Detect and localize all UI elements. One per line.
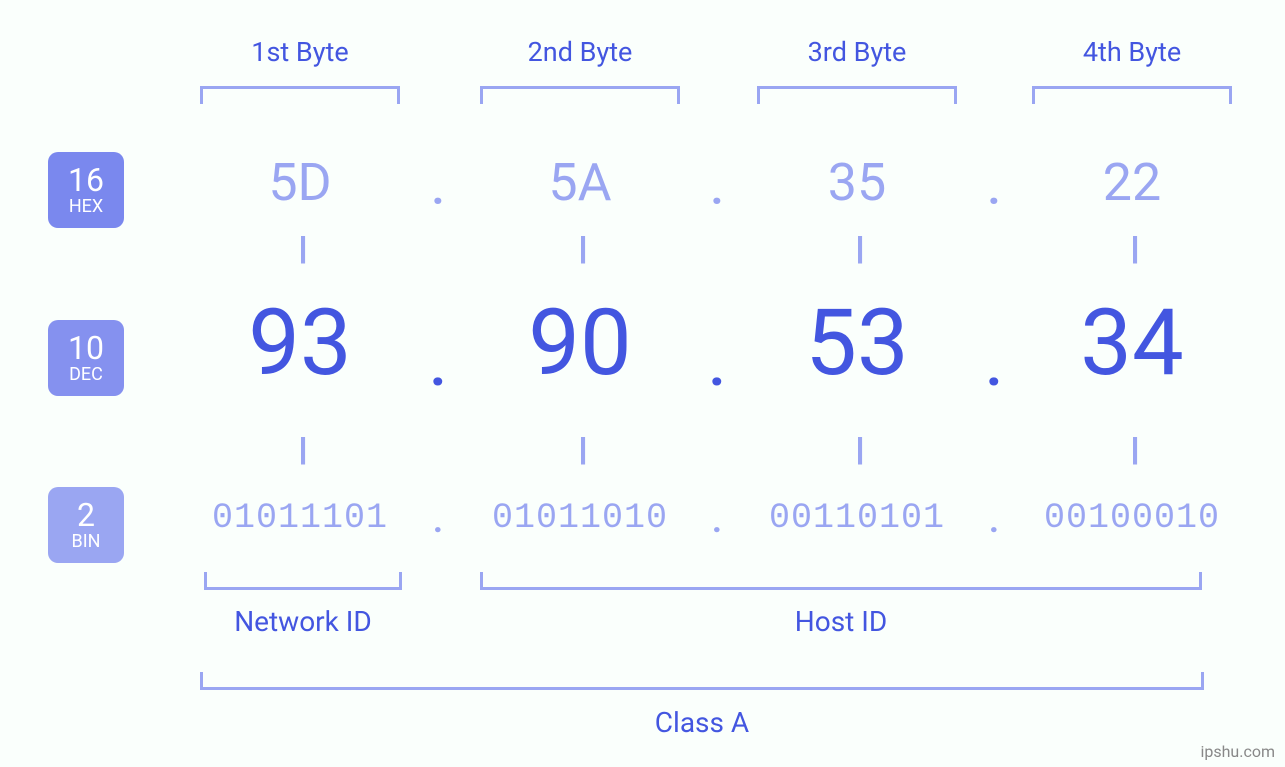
bin-dot-2: . bbox=[697, 500, 737, 541]
badge-hex-lab: HEX bbox=[69, 198, 103, 216]
hex-dot-1: . bbox=[418, 163, 458, 215]
eq2-3: || bbox=[827, 430, 887, 468]
header-1: 1st Byte bbox=[180, 36, 420, 68]
eq1-1: || bbox=[270, 229, 330, 267]
header-3: 3rd Byte bbox=[737, 36, 977, 68]
credit-text: ipshu.com bbox=[1200, 742, 1275, 761]
bracket-top-2 bbox=[480, 86, 680, 104]
badge-bin: 2 BIN bbox=[48, 487, 124, 563]
label-host-id: Host ID bbox=[691, 605, 991, 638]
hex-dot-2: . bbox=[697, 163, 737, 215]
bracket-class bbox=[200, 672, 1204, 690]
bin-4: 00100010 bbox=[1012, 498, 1252, 538]
badge-hex-num: 16 bbox=[68, 164, 104, 196]
hex-dot-3: . bbox=[974, 163, 1014, 215]
bracket-top-3 bbox=[757, 86, 957, 104]
badge-bin-num: 2 bbox=[77, 499, 95, 531]
dec-dot-2: . bbox=[697, 333, 737, 399]
bracket-network-id bbox=[204, 572, 402, 590]
badge-dec-lab: DEC bbox=[69, 366, 103, 384]
header-2: 2nd Byte bbox=[460, 36, 700, 68]
bracket-host-id bbox=[480, 572, 1202, 590]
hex-2: 5A bbox=[460, 152, 700, 213]
bin-1: 01011101 bbox=[180, 498, 420, 538]
hex-1: 5D bbox=[180, 152, 420, 213]
bin-dot-1: . bbox=[418, 500, 458, 541]
eq2-2: || bbox=[550, 430, 610, 468]
badge-dec-num: 10 bbox=[68, 332, 104, 364]
eq2-4: || bbox=[1102, 430, 1162, 468]
header-4: 4th Byte bbox=[1012, 36, 1252, 68]
bin-dot-3: . bbox=[974, 500, 1014, 541]
eq1-4: || bbox=[1102, 229, 1162, 267]
dec-3: 53 bbox=[737, 290, 977, 397]
dec-2: 90 bbox=[460, 290, 700, 397]
badge-bin-lab: BIN bbox=[72, 533, 101, 551]
dec-1: 93 bbox=[180, 290, 420, 397]
bracket-top-1 bbox=[200, 86, 400, 104]
eq1-3: || bbox=[827, 229, 887, 267]
bin-3: 00110101 bbox=[737, 498, 977, 538]
label-network-id: Network ID bbox=[153, 605, 453, 638]
dec-4: 34 bbox=[1012, 290, 1252, 397]
bin-2: 01011010 bbox=[460, 498, 700, 538]
eq1-2: || bbox=[550, 229, 610, 267]
bracket-top-4 bbox=[1032, 86, 1232, 104]
hex-3: 35 bbox=[737, 152, 977, 213]
badge-hex: 16 HEX bbox=[48, 152, 124, 228]
badge-dec: 10 DEC bbox=[48, 320, 124, 396]
hex-4: 22 bbox=[1012, 152, 1252, 213]
dec-dot-3: . bbox=[974, 333, 1014, 399]
label-class: Class A bbox=[552, 706, 852, 739]
ip-breakdown-diagram: { "layout": { "col_centers": [300, 580, … bbox=[0, 0, 1285, 767]
dec-dot-1: . bbox=[418, 333, 458, 399]
eq2-1: || bbox=[270, 430, 330, 468]
